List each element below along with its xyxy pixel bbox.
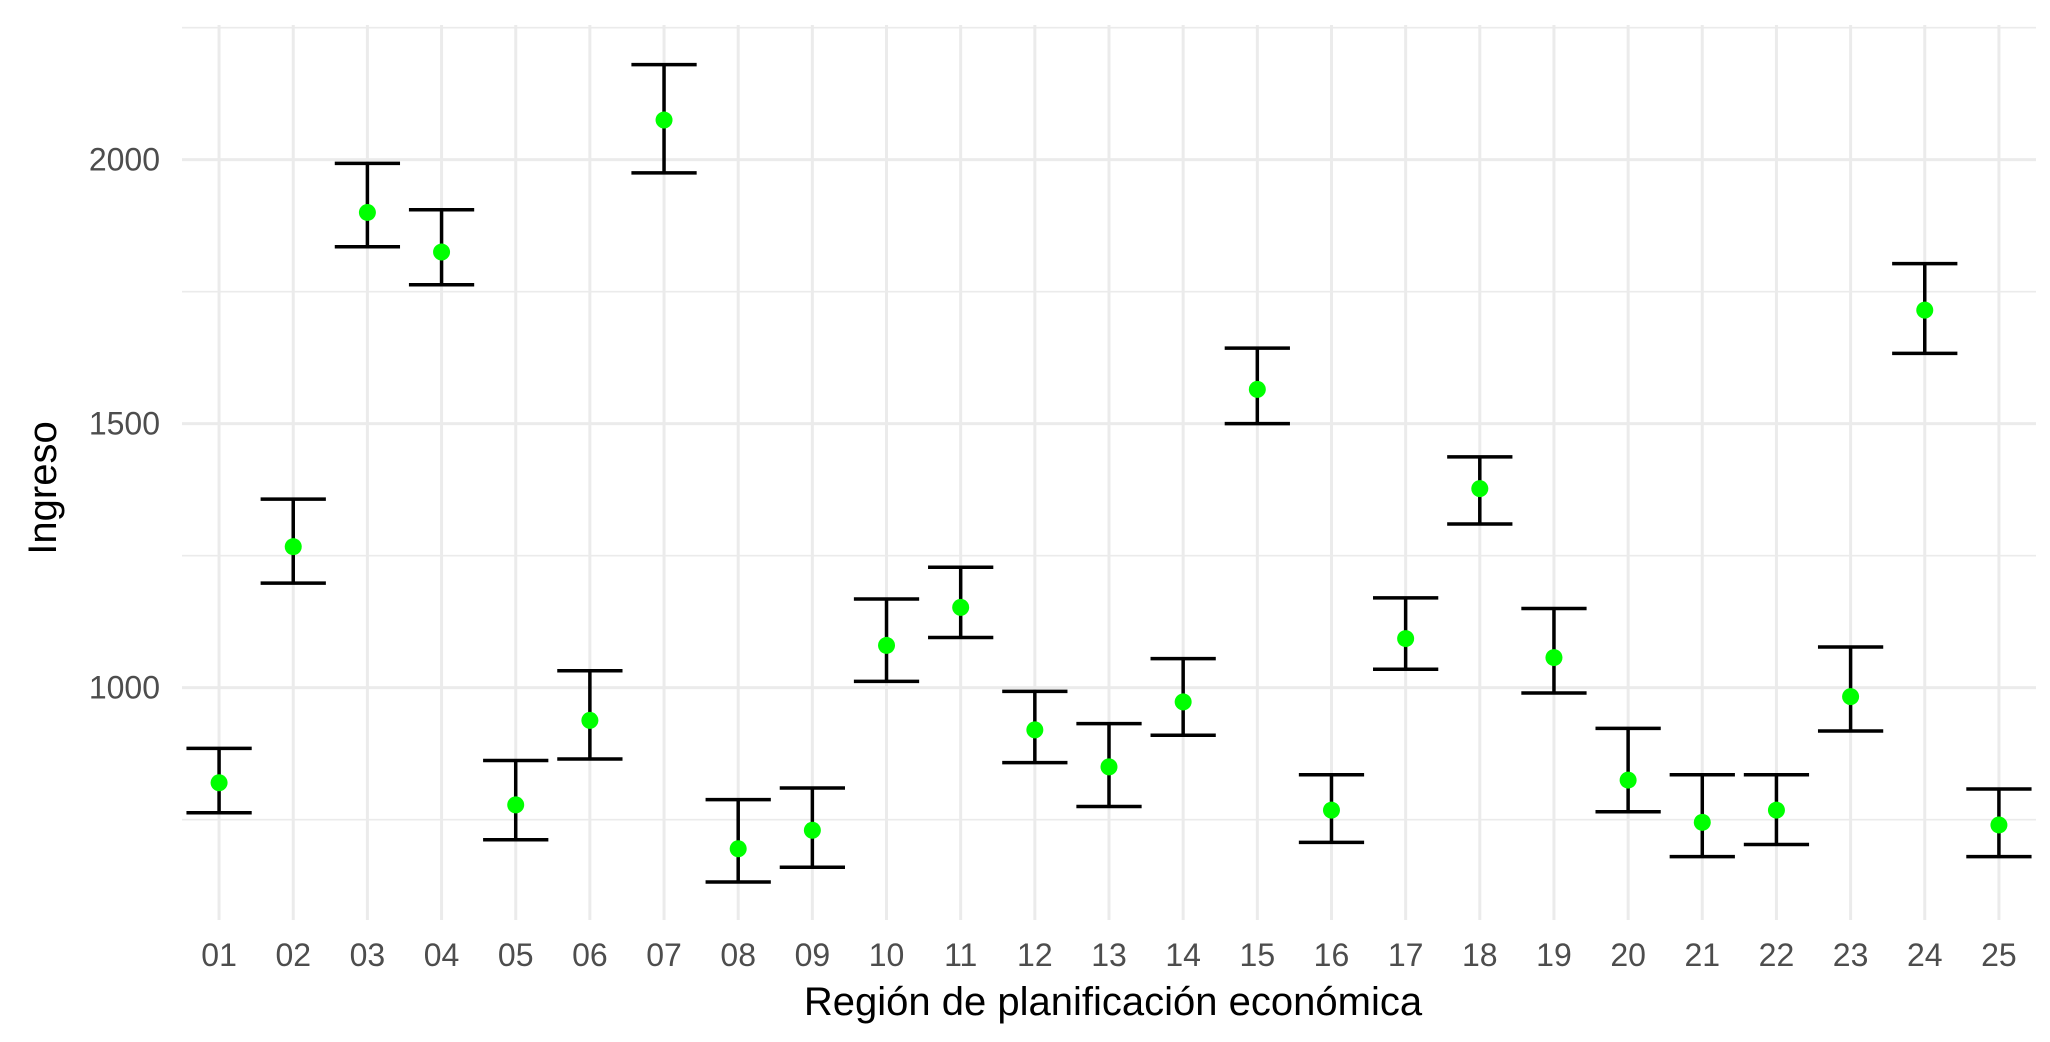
x-tick-label: 10 [869,937,905,973]
data-point [1693,813,1711,831]
x-tick-label: 07 [646,937,682,973]
data-point [284,538,302,556]
data-point [1990,816,2008,834]
data-point [507,796,525,814]
x-tick-label: 14 [1165,937,1201,973]
data-point [1397,630,1415,648]
data-point [1100,758,1118,776]
data-point [1471,480,1489,498]
data-point [1248,380,1266,398]
data-point [655,111,673,129]
data-point [1619,771,1637,789]
x-tick-label: 04 [424,937,460,973]
data-point [358,203,376,221]
x-tick-label: 06 [572,937,608,973]
y-tick-label: 1000 [89,670,160,706]
x-tick-label: 25 [1981,937,2017,973]
x-tick-label: 20 [1610,937,1646,973]
x-tick-label: 05 [498,937,534,973]
data-point [952,598,970,616]
data-point [1545,649,1563,667]
x-tick-label: 23 [1833,937,1869,973]
data-point [1916,301,1934,319]
data-point [1842,688,1860,706]
data-point [210,774,228,792]
x-tick-label: 08 [720,937,756,973]
points [210,111,2008,858]
x-tick-label: 19 [1536,937,1572,973]
data-point [1026,721,1044,739]
x-tick-label: 13 [1091,937,1127,973]
x-tick-label: 15 [1240,937,1276,973]
x-tick-label: 18 [1462,937,1498,973]
x-tick-label: 17 [1388,937,1424,973]
data-point [803,821,821,839]
x-tick-label: 24 [1907,937,1943,973]
tick-labels: 01 02 03 04 05 06 07 08 09 10 11 12 13 14 15 16 17 18 19 20… [89,142,2017,973]
data-point [1322,801,1340,819]
x-tick-label: 01 [201,937,237,973]
x-tick-label: 22 [1759,937,1795,973]
data-point [581,711,599,729]
x-tick-label: 03 [350,937,386,973]
y-axis-title: Ingreso [21,421,65,554]
x-tick-label: 09 [795,937,831,973]
data-point [1767,801,1785,819]
x-axis-title: Región de planificación económica [804,980,1423,1024]
x-tick-label: 16 [1314,937,1350,973]
x-tick-label: 02 [275,937,311,973]
data-point [433,243,451,261]
data-point [729,840,747,858]
x-tick-label: 21 [1684,937,1720,973]
y-tick-label: 1500 [89,406,160,442]
y-tick-label: 2000 [89,142,160,178]
data-point [1174,693,1192,711]
x-tick-label: 12 [1017,937,1053,973]
data-point [878,636,896,654]
x-tick-label: 11 [944,937,977,973]
grid [182,25,2036,920]
